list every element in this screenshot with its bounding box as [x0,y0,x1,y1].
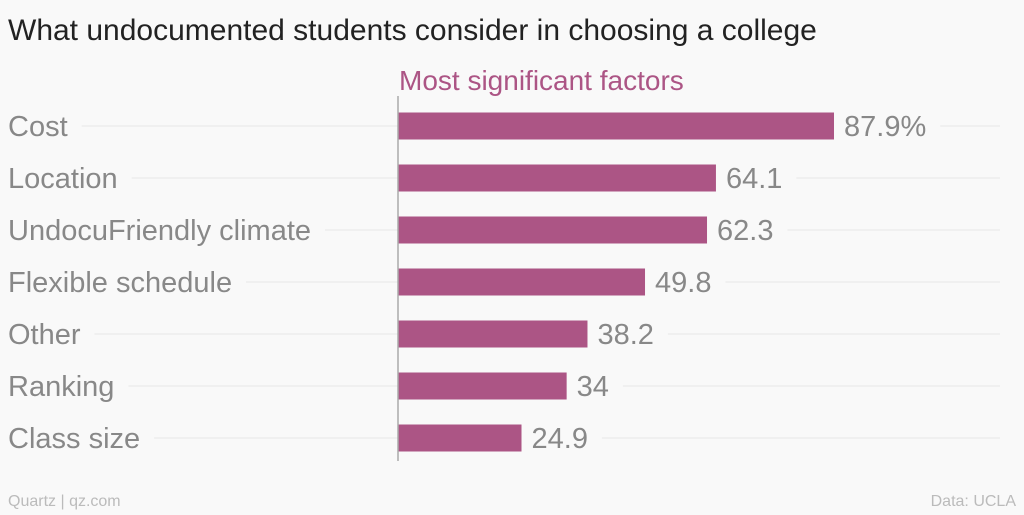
category-label: Location [8,163,118,195]
value-label: 49.8 [655,267,711,299]
data-source: Data: UCLA [931,493,1017,510]
value-label: 24.9 [532,423,588,455]
bar [398,268,646,296]
category-label: Ranking [8,371,114,403]
bar [398,216,708,244]
value-label: 62.3 [717,215,773,247]
category-label: Class size [8,423,140,455]
value-label: 34 [577,371,609,403]
bar [398,372,567,400]
value-label: 38.2 [597,319,653,351]
bar-rows: Cost 87.9% Location 64.1 UndocuFriendly clim… [8,111,1000,455]
category-label: UndocuFriendly climate [8,215,311,247]
category-label: Other [8,319,81,351]
bar [398,112,834,140]
chart-title: What undocumented students consider in c… [8,14,817,47]
source-credit: Quartz | qz.com [8,493,121,510]
bar [398,424,522,452]
value-label: 64.1 [726,163,782,195]
value-label: 87.9% [844,111,926,143]
series-label: Most significant factors [399,65,684,96]
bar [398,164,716,192]
bar [398,320,588,348]
category-label: Cost [8,111,68,143]
category-label: Flexible schedule [8,267,232,299]
